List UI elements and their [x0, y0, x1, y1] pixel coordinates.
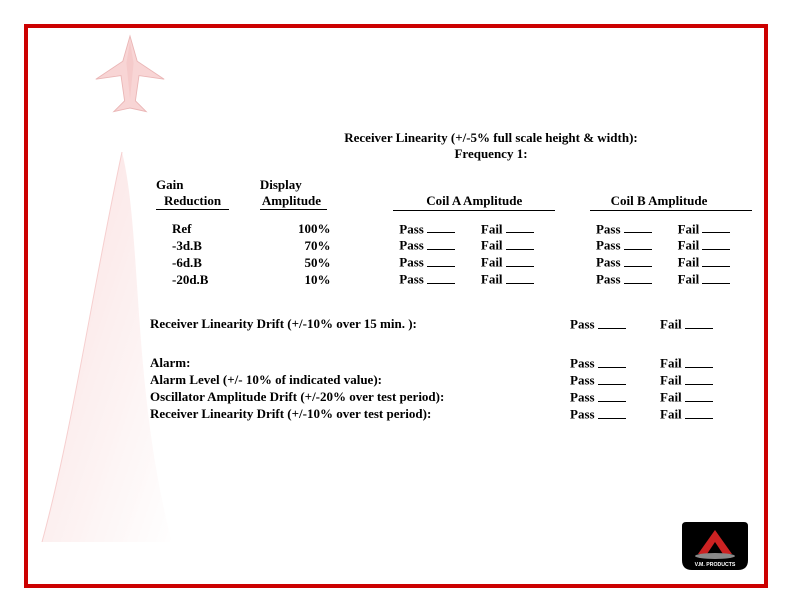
table-row: -6d.B50%Pass Fail Pass Fail	[150, 254, 752, 271]
title-block: Receiver Linearity (+/-5% full scale hei…	[270, 130, 712, 163]
title-line1: Receiver Linearity (+/-5% full scale hei…	[270, 130, 712, 146]
drift-label: Receiver Linearity Drift (+/-10% over 15…	[150, 316, 570, 333]
hdr-disp-l2: Amplitude	[260, 193, 327, 210]
hdr-gain-l2: Reduction	[156, 193, 229, 210]
check-label: Alarm:	[150, 355, 570, 372]
hdr-coil-b: Coil B Amplitude	[611, 193, 708, 208]
check-row: Alarm Level (+/- 10% of indicated value)…	[150, 372, 752, 389]
pass-label: Pass	[570, 317, 595, 332]
fail-label: Fail	[660, 317, 682, 332]
check-row: Oscillator Amplitude Drift (+/-20% over …	[150, 389, 752, 406]
check-label: Receiver Linearity Drift (+/-10% over te…	[150, 406, 570, 423]
table-row: Ref100%Pass Fail Pass Fail	[150, 221, 752, 238]
check-label: Alarm Level (+/- 10% of indicated value)…	[150, 372, 570, 389]
drift-row: Receiver Linearity Drift (+/-10% over 15…	[150, 316, 752, 333]
hdr-gain-l1: Gain	[156, 177, 183, 192]
title-line2: Frequency 1:	[270, 146, 712, 162]
vm-products-logo: V.M. PRODUCTS	[682, 520, 748, 572]
linearity-table: Gain Display Reduction Amplitude Coil A …	[150, 177, 752, 289]
hdr-coil-a: Coil A Amplitude	[426, 193, 522, 208]
hdr-disp-l1: Display	[260, 177, 302, 192]
svg-text:V.M. PRODUCTS: V.M. PRODUCTS	[695, 562, 736, 568]
check-row: Receiver Linearity Drift (+/-10% over te…	[150, 406, 752, 423]
table-row: -3d.B70%Pass Fail Pass Fail	[150, 237, 752, 254]
table-row: -20d.B10%Pass Fail Pass Fail	[150, 271, 752, 288]
content-area: Receiver Linearity (+/-5% full scale hei…	[150, 130, 752, 423]
check-row: Alarm:Pass Fail	[150, 355, 752, 372]
check-label: Oscillator Amplitude Drift (+/-20% over …	[150, 389, 570, 406]
